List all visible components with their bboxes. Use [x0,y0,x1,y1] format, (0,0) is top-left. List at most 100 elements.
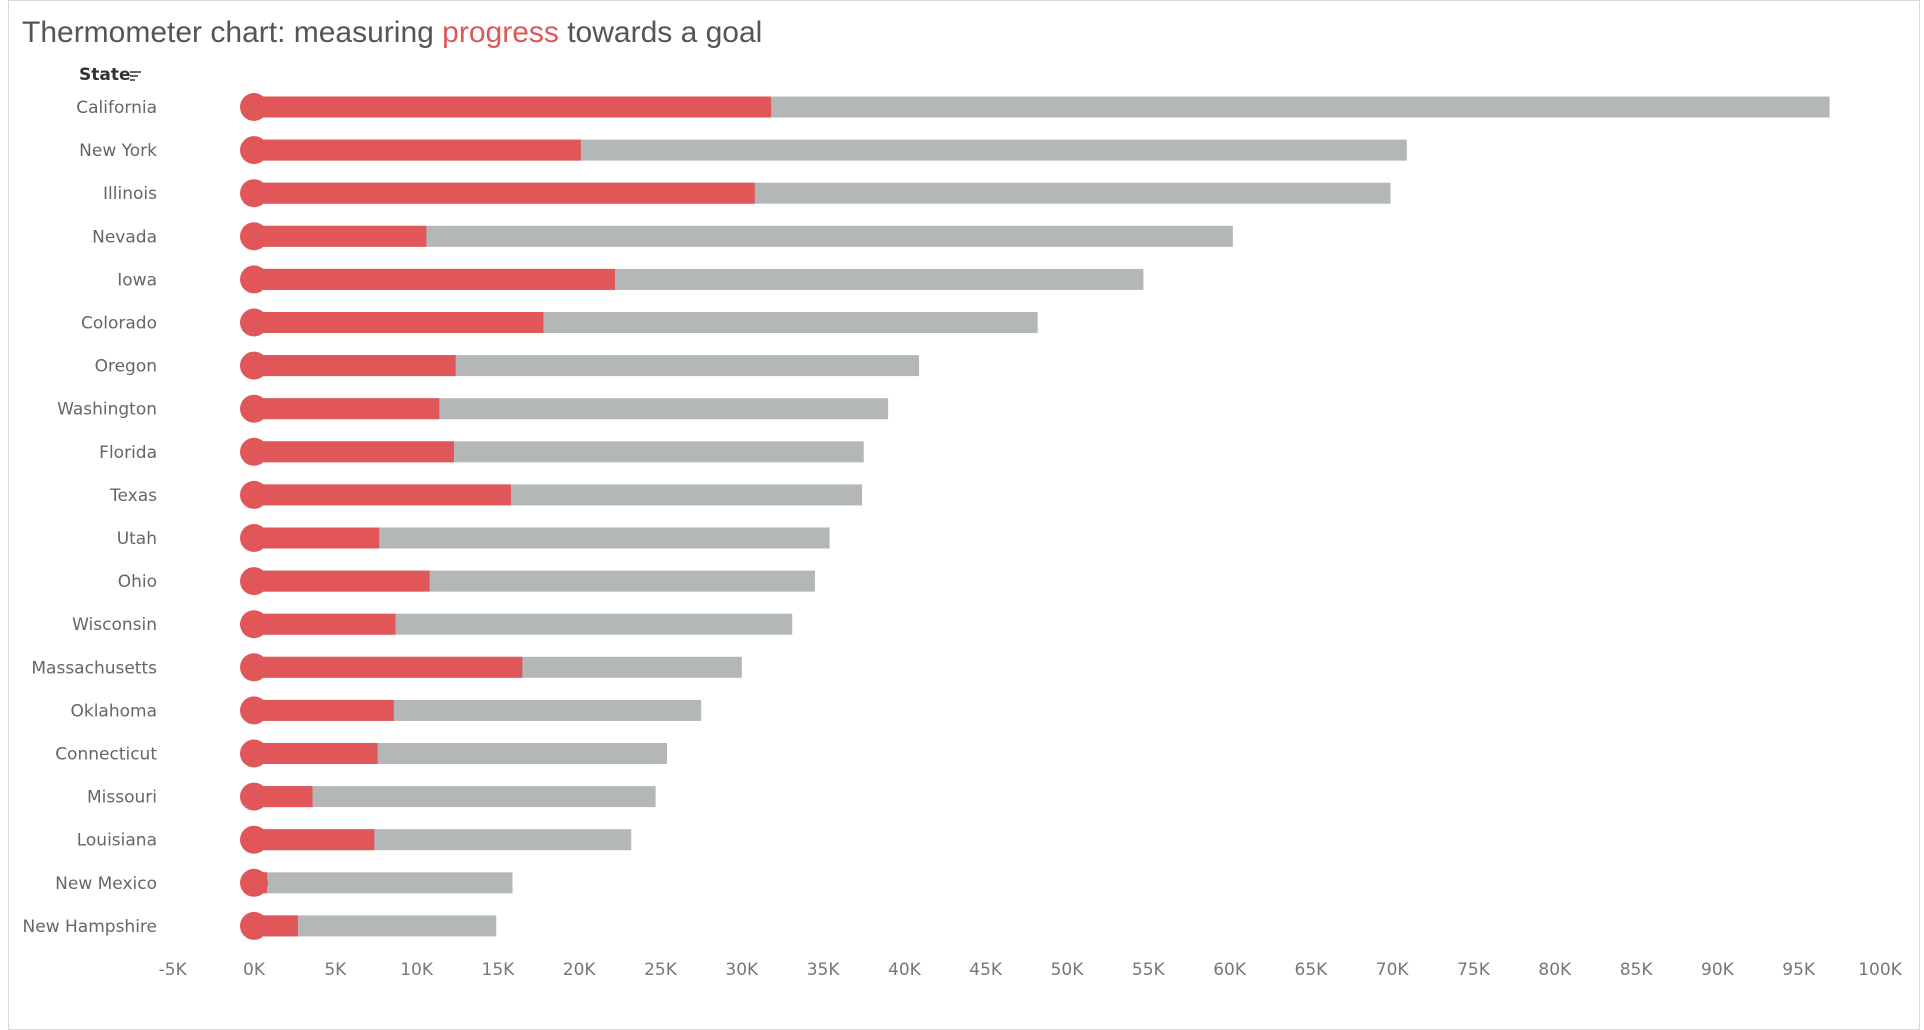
title-suffix: towards a goal [558,16,763,49]
x-tick-label: 20K [563,960,597,980]
category-label: Illinois [103,184,157,204]
category-label: Texas [109,486,157,506]
goal-bar[interactable] [254,915,497,937]
goal-bar[interactable] [254,527,830,549]
thermometer-bulb [240,136,268,165]
x-tick-label: 0K [243,960,266,980]
x-tick-label: 60K [1213,960,1247,980]
title-prefix: Thermometer chart: measuring [22,16,443,49]
thermometer-bulb [240,911,268,940]
category-label: Missouri [87,788,157,808]
thermometer-bulb [240,825,268,854]
thermometer-bulb [240,179,268,208]
category-label: Louisiana [77,831,157,851]
category-label: Ohio [118,572,157,592]
x-tick-label: 95K [1782,960,1816,980]
progress-bar[interactable] [254,355,456,377]
row-new-york: New York [79,136,1407,165]
progress-bar[interactable] [254,96,772,118]
thermometer-bulb [240,739,268,768]
thermometer-bulb [240,394,268,423]
thermometer-bulb [240,222,268,251]
row-iowa: Iowa [117,265,1144,294]
progress-bar[interactable] [254,829,375,851]
x-tick-label: 70K [1376,960,1410,980]
row-texas: Texas [109,480,863,509]
row-wisconsin: Wisconsin [72,610,793,639]
category-label: Oklahoma [70,701,157,721]
row-massachusetts: Massachusetts [31,653,742,682]
progress-bar[interactable] [254,441,454,463]
chart-title: Thermometer chart: measuring progress to… [22,16,762,50]
thermometer-bulb [240,480,268,509]
x-tick-label: 90K [1701,960,1735,980]
row-louisiana: Louisiana [77,825,632,854]
thermometer-bulb [240,93,268,121]
sort-descending-icon[interactable] [130,71,141,81]
row-missouri: Missouri [87,782,656,811]
row-washington: Washington [57,394,889,423]
category-label: Oregon [95,357,157,377]
progress-bar[interactable] [254,613,396,635]
x-tick-label: 40K [888,960,922,980]
x-tick-label: 65K [1295,960,1329,980]
category-label: Nevada [92,227,157,247]
x-tick-label: 80K [1538,960,1572,980]
row-florida: Florida [99,437,864,466]
category-label: Connecticut [55,745,157,765]
thermometer-bulb [240,610,268,639]
progress-bar[interactable] [254,656,523,678]
category-label: Wisconsin [72,615,157,635]
x-tick-label: 30K [725,960,759,980]
row-new-mexico: New Mexico [55,868,513,897]
progress-bar[interactable] [254,139,581,161]
row-california: California [76,93,1830,121]
row-illinois: Illinois [103,179,1391,208]
row-ohio: Ohio [118,567,815,596]
category-label: New Mexico [55,874,157,894]
row-oklahoma: Oklahoma [70,696,702,725]
category-label: Colorado [81,314,157,334]
title-highlight: progress [442,16,559,49]
progress-bar[interactable] [254,743,378,764]
goal-bar[interactable] [254,786,656,808]
category-label: Florida [99,443,157,463]
row-nevada: Nevada [92,222,1233,251]
x-tick-label: 85K [1620,960,1654,980]
x-tick-label: 55K [1132,960,1166,980]
progress-bar[interactable] [254,398,440,420]
row-utah: Utah [117,524,830,552]
x-tick-label: 100K [1858,960,1902,980]
category-label: New York [79,141,157,161]
progress-bar[interactable] [254,182,755,204]
x-tick-label: 45K [969,960,1003,980]
goal-bar[interactable] [254,872,513,894]
category-label: Iowa [117,270,157,290]
progress-bar[interactable] [254,484,511,506]
thermometer-bulb [240,351,268,380]
progress-bar[interactable] [254,312,544,333]
thermometer-bulb [240,653,268,682]
thermometer-bulb [240,696,268,725]
category-label: Washington [57,400,157,420]
row-oregon: Oregon [95,351,920,380]
progress-bar[interactable] [254,699,394,721]
thermometer-bulb [240,524,268,552]
category-label: New Hampshire [23,917,157,937]
row-new-hampshire: New Hampshire [23,911,497,940]
x-tick-label: 15K [482,960,516,980]
progress-bar[interactable] [254,268,615,290]
progress-bar[interactable] [254,527,380,549]
thermometer-bulb [240,868,268,897]
goal-bar[interactable] [254,225,1233,247]
row-header-label[interactable]: State [79,65,131,85]
x-tick-label: 50K [1051,960,1085,980]
x-tick-label: 5K [324,960,347,980]
progress-bar[interactable] [254,570,430,592]
thermometer-bulb [240,782,268,811]
progress-bar[interactable] [254,225,427,247]
progress-bar[interactable] [254,786,313,808]
x-tick-label: 25K [644,960,678,980]
category-label: Utah [117,529,157,549]
